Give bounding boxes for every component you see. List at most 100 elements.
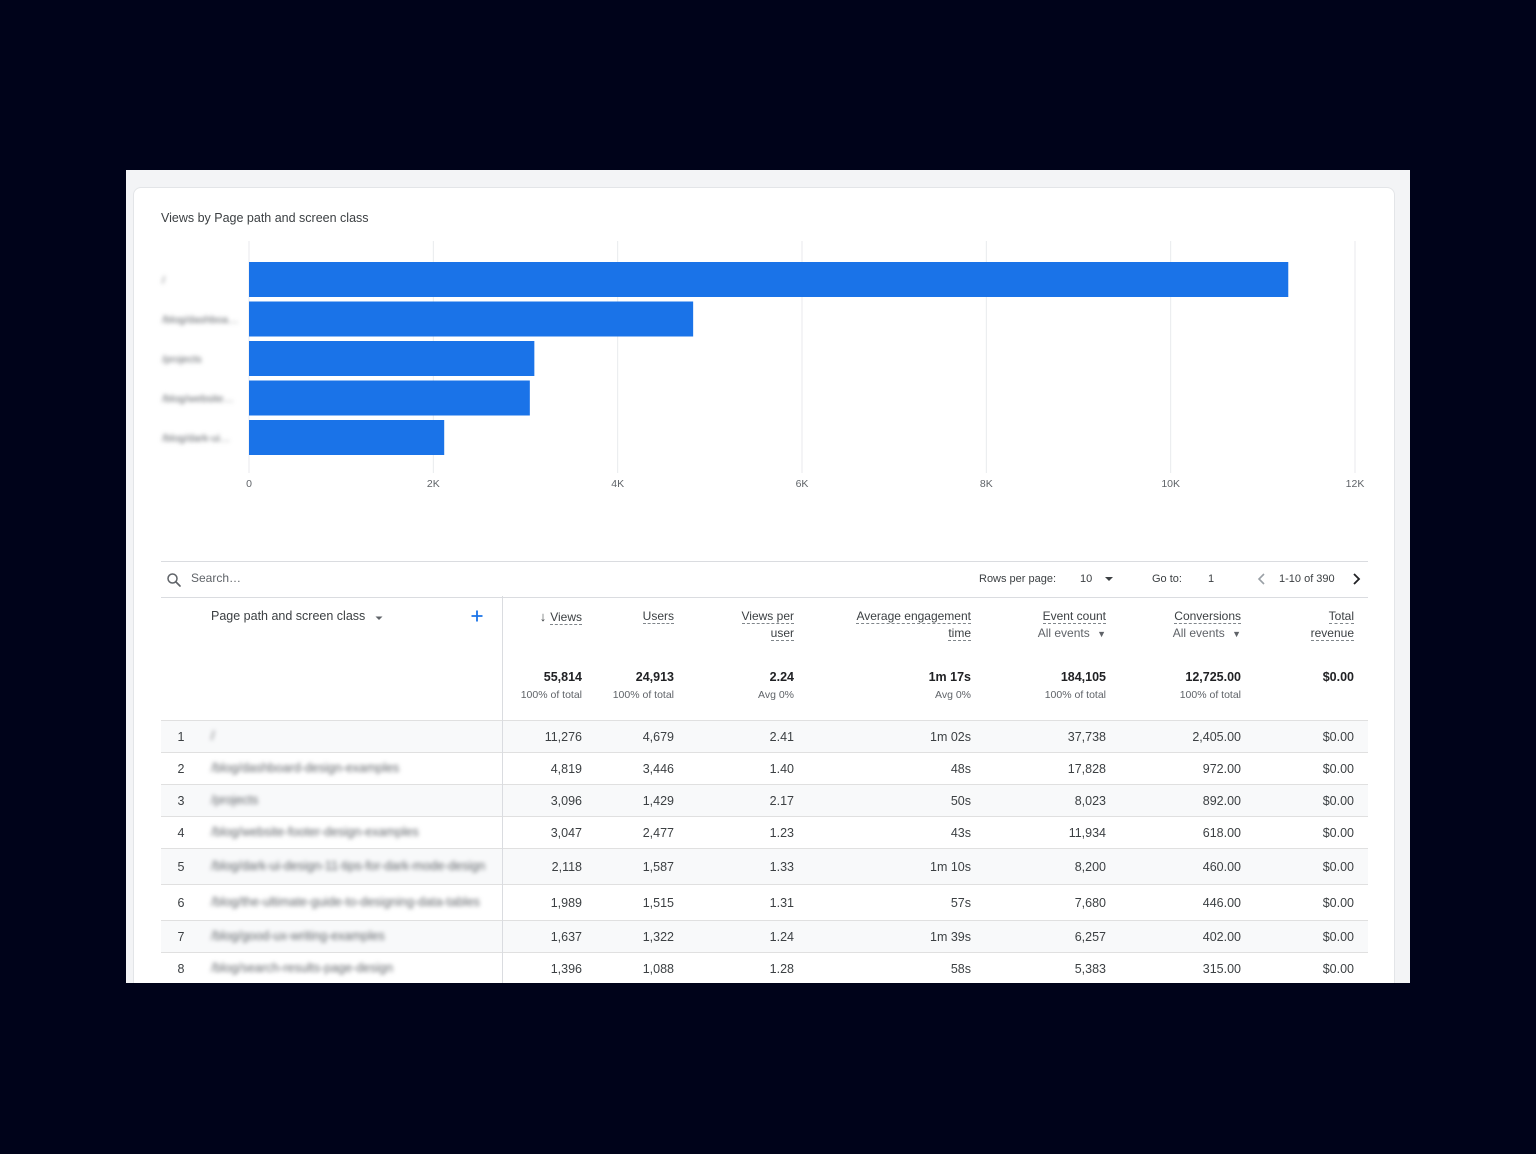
total-revenue-label-1: Total (1328, 609, 1354, 624)
total-value: 12,725.00 (1185, 670, 1241, 684)
total-value: $0.00 (1322, 670, 1354, 684)
conversions-header[interactable]: Conversions All events ▼ (1120, 596, 1255, 668)
cell-events: 8,200 (985, 848, 1120, 885)
event-count-filter-label: All events (1037, 626, 1090, 640)
cell-views: 1,989 (502, 884, 596, 921)
table-row[interactable]: 8/blog/search-results-page-design 1,396 1,… (161, 952, 1368, 983)
cell-views: 3,047 (502, 816, 596, 849)
chevron-right-icon[interactable] (1348, 571, 1364, 587)
x-tick-label: 2K (427, 478, 440, 490)
cell-conv: 315.00 (1120, 952, 1255, 983)
avg-engagement-header[interactable]: Average engagement time (808, 596, 985, 668)
views-per-user-header[interactable]: Views per user (688, 596, 808, 668)
event-count-label: Event count (1042, 609, 1106, 624)
cell-rev: $0.00 (1255, 884, 1368, 921)
page-path-text: / (211, 729, 215, 743)
row-page-path[interactable]: /blog/good-ux-writing-examples (201, 920, 503, 953)
conversions-filter-label: All events (1172, 626, 1225, 640)
caret-down-icon[interactable] (373, 612, 385, 624)
total-revenue-header[interactable]: Total revenue (1255, 596, 1368, 668)
search-icon (167, 573, 181, 587)
category-label: /blog/dark-ui… (162, 433, 230, 445)
page-path-text: /blog/good-ux-writing-examples (211, 929, 385, 943)
table-row[interactable]: 5/blog/dark-ui-design-11-tips-for-dark-m… (161, 848, 1368, 885)
cell-users: 1,322 (596, 920, 688, 953)
goto-input[interactable]: 1 (1208, 573, 1215, 585)
event-count-filter[interactable]: All events ▼ (985, 625, 1106, 643)
cell-events: 37,738 (985, 720, 1120, 753)
total-views-per-user: 2.24 Avg 0% (688, 668, 808, 721)
bar (249, 301, 694, 337)
cell-aet: 48s (808, 752, 985, 785)
row-page-path[interactable]: /blog/dark-ui-design-11-tips-for-dark-mo… (201, 848, 503, 885)
x-tick-label: 12K (1346, 478, 1365, 490)
index-header (161, 596, 201, 668)
total-avg-engagement: 1m 17s Avg 0% (808, 668, 985, 721)
chevron-left-icon[interactable] (1254, 571, 1270, 587)
row-page-path[interactable]: / (201, 720, 503, 753)
table-row[interactable]: 2/blog/dashboard-design-examples 4,819 3,4… (161, 752, 1368, 785)
row-index: 3 (161, 784, 201, 817)
row-index: 1 (161, 720, 201, 753)
row-page-path[interactable]: /projects (201, 784, 503, 817)
table-body: 1/11,276 4,679 2.41 1m 02s 37,738 2,405.00 $0.… (161, 720, 1368, 983)
cell-rev: $0.00 (1255, 920, 1368, 953)
cell-users: 1,515 (596, 884, 688, 921)
table-row[interactable]: 7/blog/good-ux-writing-examples 1,637 1,32… (161, 920, 1368, 953)
cell-users: 3,446 (596, 752, 688, 785)
rows-per-page-select[interactable]: 10 (1080, 573, 1093, 585)
table-row[interactable]: 6/blog/the-ultimate-guide-to-designing-d… (161, 884, 1368, 921)
page-path-text: /blog/dashboard-design-examples (211, 761, 400, 775)
cell-events: 5,383 (985, 952, 1120, 983)
cell-rev: $0.00 (1255, 752, 1368, 785)
row-page-path[interactable]: /blog/dashboard-design-examples (201, 752, 503, 785)
table-row[interactable]: 4/blog/website-footer-design-examples 3,0… (161, 816, 1368, 849)
row-index: 7 (161, 920, 201, 953)
users-header[interactable]: Users (596, 596, 688, 668)
users-header-label: Users (642, 609, 674, 624)
row-page-path[interactable]: /blog/website-footer-design-examples (201, 816, 503, 849)
cell-views: 11,276 (502, 720, 596, 753)
page-path-text: /projects (211, 793, 259, 807)
cell-conv: 2,405.00 (1120, 720, 1255, 753)
row-page-path[interactable]: /blog/the-ultimate-guide-to-designing-da… (201, 884, 503, 921)
conversions-filter[interactable]: All events ▼ (1120, 625, 1241, 643)
total-caption: 100% of total (1179, 689, 1241, 701)
dimension-header[interactable]: Page path and screen class (201, 596, 503, 668)
row-index: 5 (161, 848, 201, 885)
total-caption: Avg 0% (758, 689, 794, 701)
cell-aet: 50s (808, 784, 985, 817)
cell-vpu: 1.31 (688, 884, 808, 921)
cell-vpu: 1.40 (688, 752, 808, 785)
cell-views: 2,118 (502, 848, 596, 885)
cell-rev: $0.00 (1255, 848, 1368, 885)
search-input[interactable] (191, 571, 491, 585)
cell-vpu: 1.28 (688, 952, 808, 983)
views-header[interactable]: ↓ Views (502, 596, 596, 668)
cell-users: 1,587 (596, 848, 688, 885)
category-label: /projects (162, 354, 202, 366)
cell-aet: 1m 10s (808, 848, 985, 885)
add-dimension-icon[interactable] (469, 608, 485, 624)
cell-users: 4,679 (596, 720, 688, 753)
total-revenue: $0.00 (1255, 668, 1368, 721)
cell-views: 1,396 (502, 952, 596, 983)
event-count-header[interactable]: Event count All events ▼ (985, 596, 1120, 668)
cell-rev: $0.00 (1255, 816, 1368, 849)
total-value: 55,814 (543, 670, 582, 684)
total-views: 55,814 100% of total (502, 668, 596, 721)
caret-down-icon[interactable] (1101, 571, 1117, 587)
bar (249, 420, 445, 455)
cell-conv: 892.00 (1120, 784, 1255, 817)
page-path-text: /blog/search-results-page-design (211, 961, 394, 975)
table-row[interactable]: 3/projects 3,096 1,429 2.17 50s 8,023 892.00 $0… (161, 784, 1368, 817)
cell-aet: 1m 02s (808, 720, 985, 753)
row-index: 4 (161, 816, 201, 849)
rows-per-page-label: Rows per page: (979, 573, 1057, 585)
report-frame: Views by Page path and screen class 0 2K 4… (126, 170, 1410, 983)
row-page-path[interactable]: /blog/search-results-page-design (201, 952, 503, 983)
total-conversions: 12,725.00 100% of total (1120, 668, 1255, 721)
total-value: 1m 17s (928, 670, 971, 684)
table-row[interactable]: 1 / 11,276 4,679 2.41 1m 02s 37,738 2,405.00 $0.… (161, 720, 1368, 753)
cell-aet: 58s (808, 952, 985, 983)
